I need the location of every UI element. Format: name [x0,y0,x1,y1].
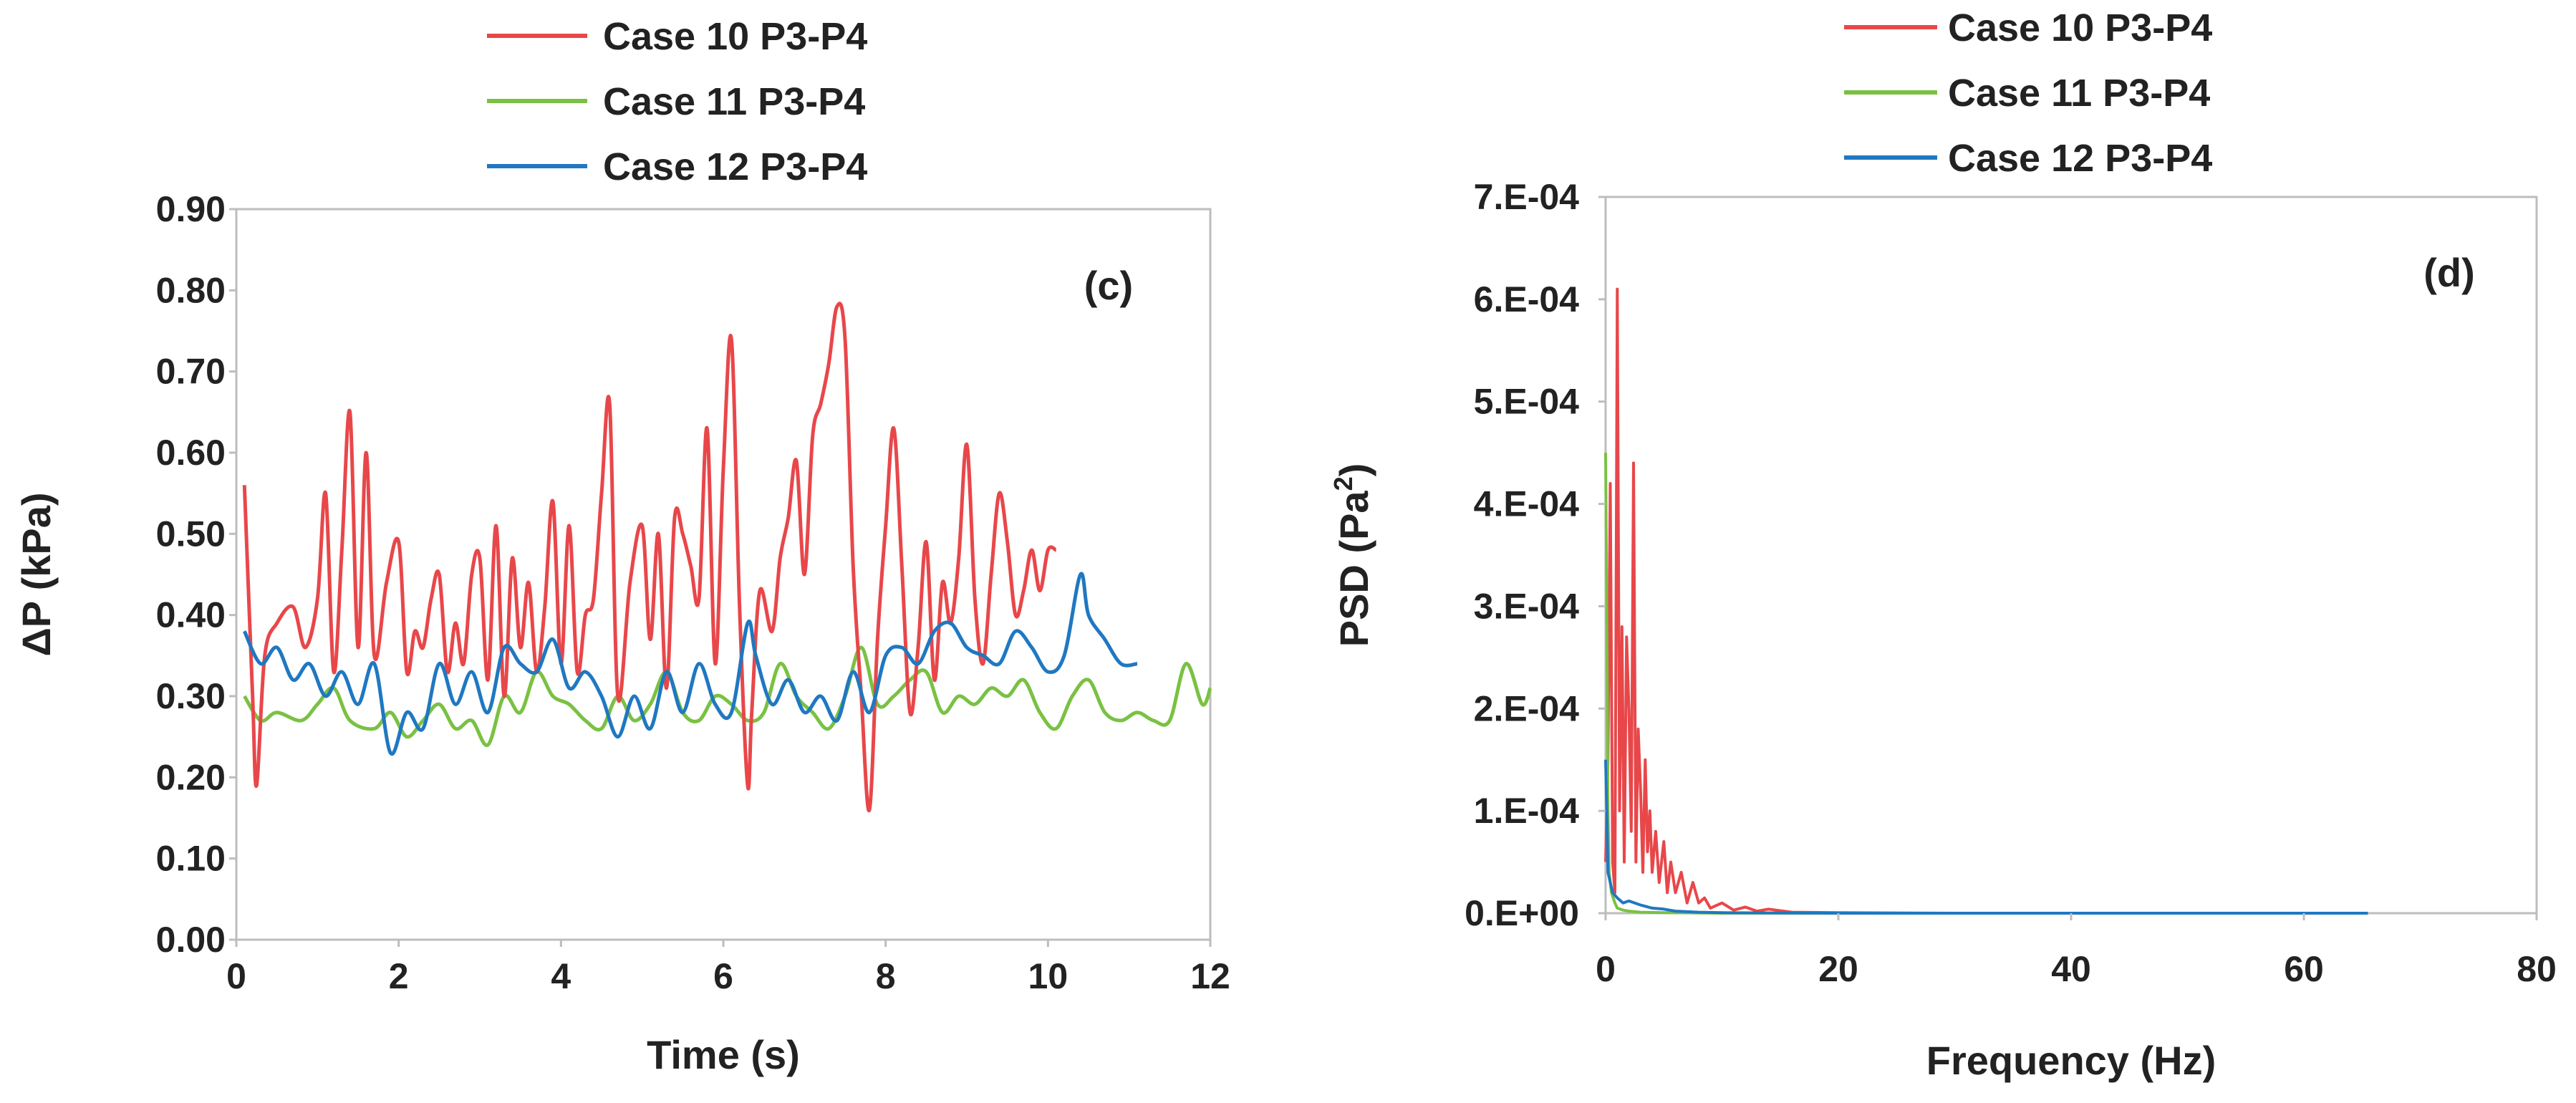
x-tick-label-d-2: 40 [2051,949,2091,989]
panel-label-c: (c) [1084,263,1133,308]
legend-label-d-3: Case 12 P3-P4 [1948,137,2212,180]
y-tick-label-d-1: 1.E-04 [1474,791,1580,831]
y-tick-label-c-6: 0.60 [156,433,226,473]
legend-label-c-1: Case 10 P3-P4 [603,15,867,58]
y-tick-label-d-6: 6.E-04 [1474,279,1580,319]
y-tick-label-c-4: 0.40 [156,595,226,635]
panel-label-d: (d) [2423,250,2475,295]
series-line-d-1 [1604,287,2368,915]
y-ticks-c: 0.00 0.10 0.20 0.30 0.40 0.50 0.60 0.70 0.80 0.90 [156,189,236,960]
y-tick-label-c-7: 0.70 [156,352,226,392]
x-tick-label-c-6: 12 [1190,956,1230,996]
x-tick-label-d-3: 60 [2284,949,2324,989]
y-tick-label-c-8: 0.80 [156,270,226,310]
x-ticks-d: 0 20 40 60 80 [1596,913,2557,989]
x-tick-label-c-1: 2 [389,956,409,996]
series-line-c-3 [243,572,1138,756]
x-tick-label-d-1: 20 [1818,949,1858,989]
legend-label-c-3: Case 12 P3-P4 [603,145,867,188]
y-tick-label-c-3: 0.30 [156,676,226,716]
y-tick-label-c-1: 0.10 [156,839,226,879]
series-lines-c [242,302,1212,813]
series-line-d-2 [1604,453,2368,915]
y-tick-label-c-0: 0.00 [156,920,226,960]
series-line-c-1 [242,302,1057,813]
x-tick-label-d-0: 0 [1596,949,1616,989]
y-tick-label-c-5: 0.50 [156,514,226,554]
legend-label-d-1: Case 10 P3-P4 [1948,6,2212,49]
x-tick-label-c-0: 0 [226,956,246,996]
y-ticks-d: 0.E+00 1.E-04 2.E-04 3.E-04 4.E-04 5.E-04 6.E-… [1465,177,1606,933]
x-axis-title-c: Time (s) [647,1032,800,1077]
y-tick-label-d-7: 7.E-04 [1474,177,1580,217]
x-tick-label-d-4: 80 [2517,949,2557,989]
series-line-c-2 [243,645,1212,747]
legend-c: Case 10 P3-P4 Case 11 P3-P4 Case 12 P3-P4 [487,15,867,188]
legend-label-c-2: Case 11 P3-P4 [603,80,865,123]
y-tick-label-d-3: 3.E-04 [1474,586,1580,626]
x-axis-title-d: Frequency (Hz) [1926,1038,2216,1083]
y-tick-label-d-2: 2.E-04 [1474,688,1580,728]
plot-area-d [1604,196,2538,915]
x-tick-label-c-3: 6 [713,956,733,996]
legend-d: Case 10 P3-P4 Case 11 P3-P4 Case 12 P3-P4 [1844,6,2212,180]
y-axis-title-d-end: ) [1331,463,1376,477]
x-ticks-c: 0 2 4 6 8 10 12 [226,940,1230,996]
y-axis-title-d-sup: 2 [1328,476,1358,491]
y-tick-label-d-0: 0.E+00 [1465,893,1579,933]
y-axis-title-d: PSD (Pa2) [1328,463,1376,647]
y-tick-label-c-2: 0.20 [156,757,226,797]
y-tick-label-d-4: 4.E-04 [1474,484,1580,524]
x-tick-label-c-4: 8 [876,956,896,996]
plot-area-c [235,208,1212,941]
x-tick-label-c-2: 4 [551,956,571,996]
y-tick-label-d-5: 5.E-04 [1474,382,1580,422]
y-axis-title-c-rot: ΔP (kPa) [14,492,59,656]
y-axis-title-d-main: PSD (Pa [1331,491,1376,647]
series-lines-d [1604,287,2368,915]
legend-label-d-2: Case 11 P3-P4 [1948,72,2210,115]
y-tick-label-c-9: 0.90 [156,189,226,229]
series-line-d-3 [1604,759,2368,915]
x-tick-label-c-5: 10 [1028,956,1068,996]
